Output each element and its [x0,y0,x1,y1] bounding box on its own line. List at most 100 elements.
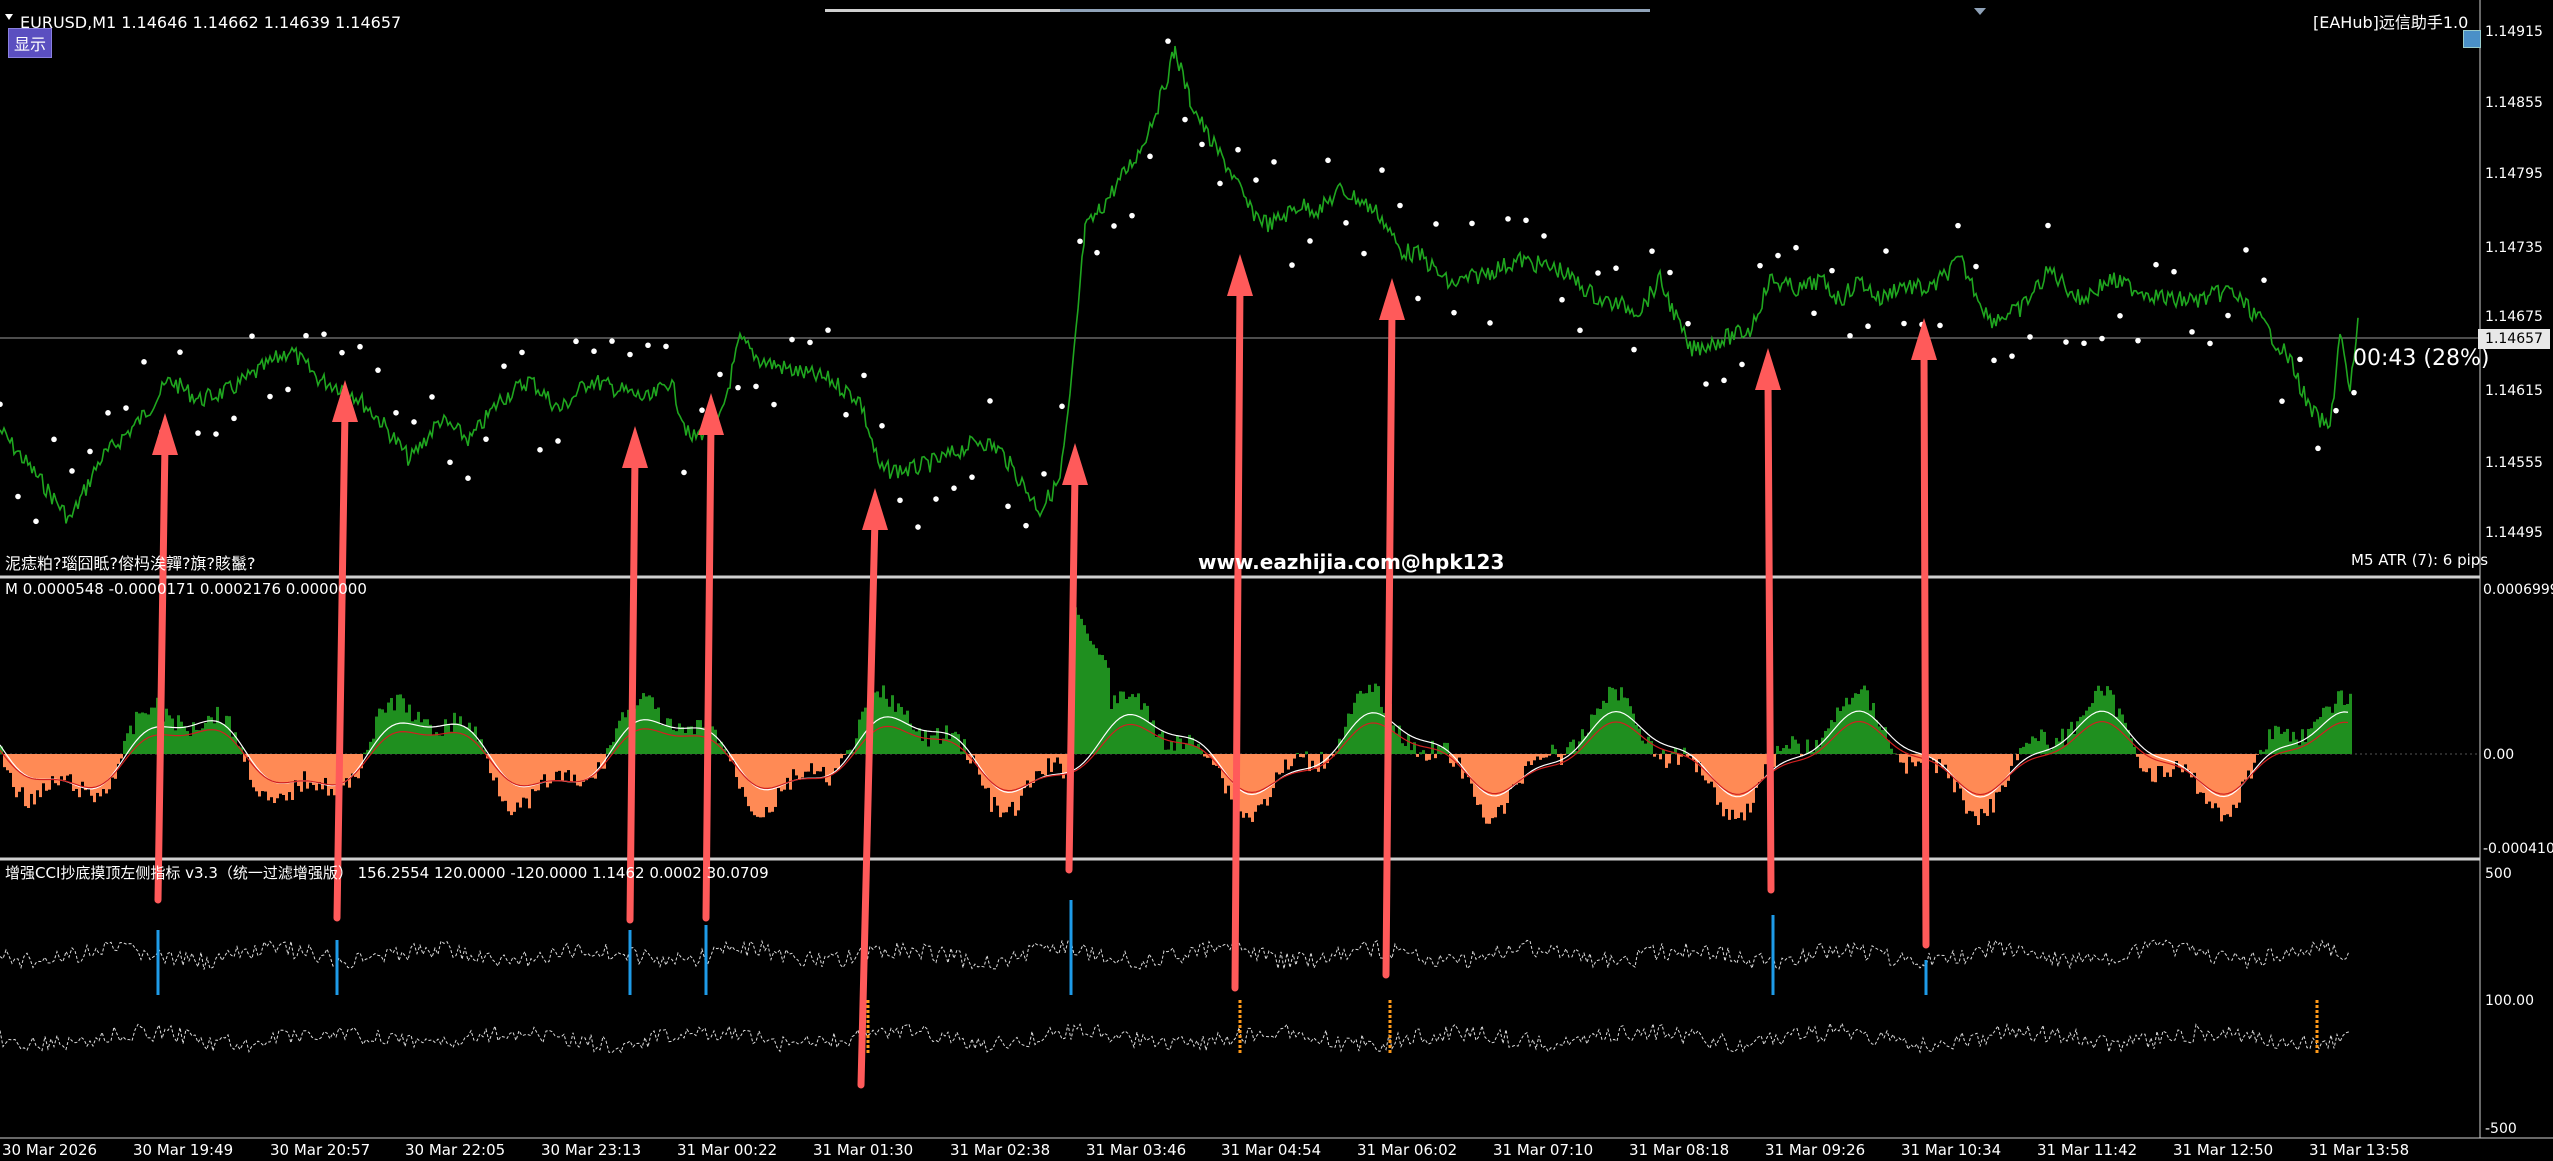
macd-bar [474,726,477,754]
macd-bar [762,754,765,818]
macd-bar [807,754,810,772]
price-label: 1.14615 [2485,383,2543,399]
macd-bar [1851,697,1854,754]
time-label: 30 Mar 2026 [2,1141,98,1159]
symbol-dropdown-icon[interactable] [5,14,13,20]
price-label: 1.14915 [2485,24,2543,40]
macd-bar [2079,716,2082,754]
macd-bar [51,754,54,777]
macd-bar [1734,754,1737,819]
macd-bar [2280,733,2283,754]
macd-bar [1827,728,1830,754]
macd-bar [366,749,369,754]
macd-bar [264,754,267,792]
macd-bar [1242,754,1245,818]
shift-marker-icon[interactable] [1974,8,1986,15]
macd-bar [669,718,672,754]
macd-bar [1077,614,1080,754]
macd-bar [816,754,819,772]
sar-dot [1829,267,1835,274]
sar-dot [1094,249,1100,256]
macd-bar [105,754,108,794]
macd-bar [1065,754,1068,774]
macd-bar [1467,754,1470,778]
sar-dot [1703,381,1709,387]
macd-bar [1365,693,1368,754]
macd-bar [993,754,996,798]
macd-bar [420,722,423,754]
macd-bar [1773,754,1776,767]
macd-bar [2154,754,2157,783]
macd-bar [357,754,360,779]
macd-bar [267,754,270,801]
macd-bar [1035,754,1038,772]
macd-bar [1521,754,1524,784]
sar-dot [2189,329,2195,335]
time-label: 31 Mar 12:50 [2173,1141,2274,1159]
macd-bar [363,752,366,754]
collapse-button[interactable] [2463,30,2481,48]
macd-bar [1929,754,1932,758]
macd-bar [999,754,1002,818]
macd-bar [2175,754,2178,761]
macd-bar [2121,714,2124,754]
macd-bar [120,754,123,759]
macd-bar [948,738,951,754]
macd-bar [2193,754,2196,773]
sar-dot [519,349,525,356]
sar-dot [2117,313,2123,319]
macd-bar [2007,754,2010,781]
scrollbar-thumb[interactable] [1060,9,1650,12]
show-button[interactable]: 显示 [8,28,53,58]
macd-bar [1725,754,1728,810]
macd-bar [2034,738,2037,754]
macd-bar [1752,754,1755,803]
macd-bar [1671,752,1674,754]
macd-bar [117,754,120,764]
macd-bar [1254,754,1257,812]
macd-bar [1641,740,1644,754]
macd-bar [1974,754,1977,817]
macd-bar [1863,685,1866,754]
macd-bar [1020,754,1023,796]
macd-bar [1830,720,1833,754]
macd-bar [837,754,840,770]
macd-bar [1419,752,1422,754]
time-label: 31 Mar 08:18 [1629,1141,1730,1159]
macd-bar [1104,660,1107,754]
sar-dot [105,410,111,416]
macd-bar [177,715,180,754]
macd-bar [639,699,642,754]
arrow-head [152,413,178,455]
sar-dot [303,332,309,339]
macd-bar [78,754,81,798]
macd-bar [1206,754,1209,758]
macd-bar [780,754,783,792]
macd-bar [621,712,624,754]
time-label: 31 Mar 02:38 [950,1141,1051,1159]
macd-bar [294,754,297,781]
sar-dot [1111,223,1117,229]
macd-bar [210,717,213,754]
macd-bar [666,718,669,754]
sar-dot [195,430,201,436]
macd-bar [93,754,96,803]
macd-bar [606,748,609,754]
macd-bar [63,754,66,781]
macd-bar [2268,729,2271,754]
arrow-head [698,393,724,435]
macd-bar [540,754,543,780]
time-label: 31 Mar 06:02 [1357,1141,1458,1159]
sar-dot [483,436,489,442]
macd-bar [1437,745,1440,754]
sar-dot [573,338,579,345]
macd-bar [936,728,939,754]
macd-bar [531,754,534,790]
sar-dot [663,343,669,350]
macd-bar [1965,754,1968,814]
macd-bar [1764,754,1767,765]
macd-bar [1446,742,1449,754]
price-label: 1.14795 [2485,166,2543,182]
macd-bar [1749,754,1752,813]
